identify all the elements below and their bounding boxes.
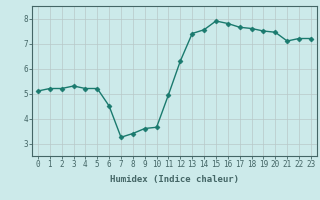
X-axis label: Humidex (Indice chaleur): Humidex (Indice chaleur) xyxy=(110,175,239,184)
